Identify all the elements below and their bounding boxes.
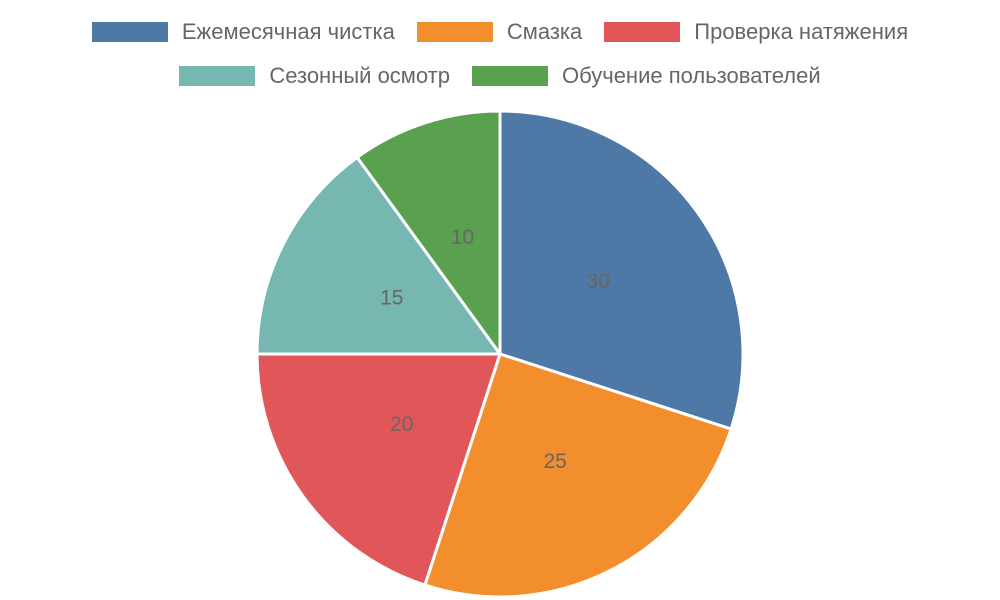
- pie-slice-lubrication[interactable]: [423, 352, 733, 599]
- data-label-monthly-cleaning: 30: [587, 270, 610, 293]
- pie-slice-monthly-cleaning[interactable]: [498, 109, 745, 431]
- legend-swatch-user-training: [472, 66, 548, 86]
- legend-item-lubrication[interactable]: Смазка: [416, 19, 583, 45]
- legend-label-lubrication: Смазка: [506, 19, 583, 44]
- legend-label-seasonal-inspection: Сезонный осмотр: [269, 63, 450, 88]
- pie-slice-seasonal-inspection[interactable]: [255, 155, 502, 356]
- legend-swatch-seasonal-inspection: [179, 66, 256, 86]
- data-label-seasonal-inspection: 15: [380, 286, 403, 309]
- legend-row-2: Сезонный осмотр Обучение пользователей: [0, 63, 1000, 89]
- data-label-user-training: 10: [451, 226, 474, 249]
- data-label-tension-check: 20: [390, 413, 413, 436]
- legend-label-monthly-cleaning: Ежемесячная чистка: [181, 19, 395, 44]
- pie-slice-user-training[interactable]: [355, 109, 502, 356]
- legend-swatch-tension-check: [604, 22, 681, 42]
- data-label-lubrication: 25: [543, 450, 566, 473]
- legend-swatch-monthly-cleaning: [91, 22, 168, 42]
- legend-item-tension-check[interactable]: Проверка натяжения: [604, 19, 908, 45]
- legend-swatch-lubrication: [416, 22, 493, 42]
- legend-row-1: Ежемесячная чистка Смазка Проверка натяж…: [0, 19, 1000, 45]
- legend-label-user-training: Обучение пользователей: [562, 63, 821, 88]
- legend-label-tension-check: Проверка натяжения: [694, 19, 909, 44]
- legend-item-seasonal-inspection[interactable]: Сезонный осмотр: [179, 63, 450, 89]
- legend-item-user-training[interactable]: Обучение пользователей: [472, 63, 821, 89]
- pie-slice-tension-check[interactable]: [255, 352, 502, 587]
- legend-item-monthly-cleaning[interactable]: Ежемесячная чистка: [91, 19, 395, 45]
